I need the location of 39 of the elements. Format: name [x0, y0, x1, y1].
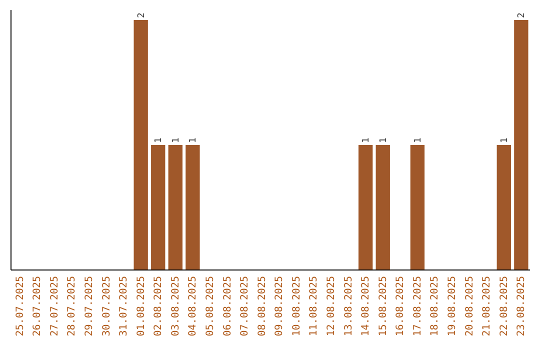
x-tick-label: 04.08.2025 [188, 276, 199, 336]
data-label: 1 [413, 138, 424, 143]
x-tick-label: 21.08.2025 [482, 276, 493, 336]
x-tick-label: 20.08.2025 [464, 276, 476, 336]
data-label: 1 [188, 138, 199, 143]
x-tick-label: 13.08.2025 [343, 276, 354, 336]
x-tick-label: 12.08.2025 [326, 276, 338, 336]
data-label: 1 [362, 138, 372, 143]
data-label: 1 [500, 138, 510, 143]
x-tick-label: 09.08.2025 [274, 276, 286, 336]
data-label: 1 [171, 138, 182, 143]
x-tick-label: 11.08.2025 [308, 276, 320, 336]
x-tick-label: 05.08.2025 [204, 276, 216, 336]
x-tick-label: 07.08.2025 [240, 276, 251, 336]
x-tick-label: 15.08.2025 [378, 276, 389, 336]
x-tick-label: 23.08.2025 [516, 276, 528, 336]
x-tick-label: 25.07.2025 [14, 276, 26, 336]
x-tick-label: 08.08.2025 [256, 276, 268, 336]
x-tick-label: 03.08.2025 [170, 276, 182, 336]
x-tick-label: 22.08.2025 [498, 276, 510, 336]
x-tick-label: 28.07.2025 [66, 276, 78, 336]
x-tick-label: 26.07.2025 [32, 276, 44, 336]
x-tick-label: 06.08.2025 [222, 276, 234, 336]
data-label: 2 [517, 12, 528, 18]
x-tick-label: 17.08.2025 [412, 276, 424, 336]
data-label: 2 [136, 12, 147, 18]
x-tick-label: 27.07.2025 [49, 276, 60, 336]
x-tick-label: 10.08.2025 [291, 276, 302, 336]
x-tick-label: 30.07.2025 [101, 276, 112, 336]
x-tick-label: 16.08.2025 [395, 276, 406, 336]
x-tick-label: 19.08.2025 [447, 276, 458, 336]
x-tick-label: 14.08.2025 [360, 276, 372, 336]
x-tick-label: 01.08.2025 [136, 276, 147, 336]
x-tick-label: 31.07.2025 [118, 276, 130, 336]
x-tick-label: 02.08.2025 [153, 276, 164, 336]
data-label: 1 [378, 138, 389, 143]
x-tick-label: 29.07.2025 [84, 276, 95, 336]
x-tick-label: 18.08.2025 [430, 276, 441, 336]
data-label: 1 [154, 138, 164, 143]
